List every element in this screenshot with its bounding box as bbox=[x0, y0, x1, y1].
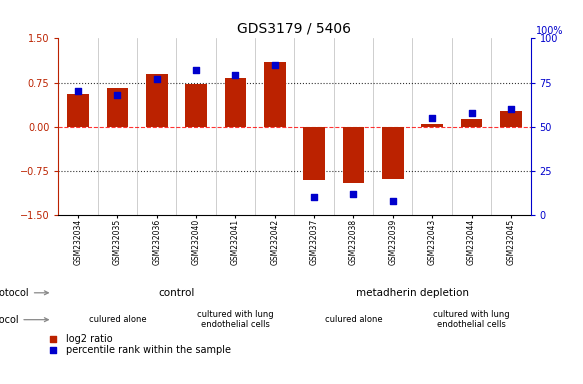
Bar bbox=[303, 127, 325, 180]
Text: culured alone: culured alone bbox=[325, 315, 382, 324]
Point bbox=[270, 62, 279, 68]
Text: metadherin depletion: metadherin depletion bbox=[356, 288, 469, 298]
Bar bbox=[107, 88, 128, 127]
Text: percentile rank within the sample: percentile rank within the sample bbox=[66, 345, 231, 355]
Bar bbox=[343, 127, 364, 183]
Bar bbox=[461, 119, 482, 127]
Point bbox=[73, 88, 83, 94]
Point bbox=[506, 106, 515, 112]
Text: cultured with lung
endothelial cells: cultured with lung endothelial cells bbox=[433, 310, 510, 329]
Text: control: control bbox=[158, 288, 195, 298]
Point bbox=[48, 336, 58, 343]
Point bbox=[231, 73, 240, 79]
Text: cultured with lung
endothelial cells: cultured with lung endothelial cells bbox=[197, 310, 273, 329]
Point bbox=[349, 191, 358, 197]
Title: GDS3179 / 5406: GDS3179 / 5406 bbox=[237, 22, 352, 36]
Bar bbox=[67, 94, 89, 127]
Bar bbox=[224, 78, 246, 127]
Text: log2 ratio: log2 ratio bbox=[66, 334, 113, 344]
Point bbox=[191, 67, 201, 73]
Text: 100%: 100% bbox=[536, 26, 564, 36]
Bar bbox=[422, 124, 443, 127]
Bar bbox=[264, 62, 286, 127]
Point bbox=[388, 198, 398, 204]
Text: growth protocol: growth protocol bbox=[0, 314, 48, 325]
Text: culured alone: culured alone bbox=[89, 315, 146, 324]
Point bbox=[427, 115, 437, 121]
Point bbox=[467, 109, 476, 116]
Bar bbox=[500, 111, 522, 127]
Point bbox=[113, 92, 122, 98]
Bar bbox=[185, 84, 207, 127]
Point bbox=[152, 76, 161, 82]
Text: protocol: protocol bbox=[0, 288, 48, 298]
Point bbox=[310, 194, 319, 200]
Point bbox=[48, 347, 58, 353]
Bar bbox=[382, 127, 403, 179]
Bar bbox=[146, 74, 167, 127]
